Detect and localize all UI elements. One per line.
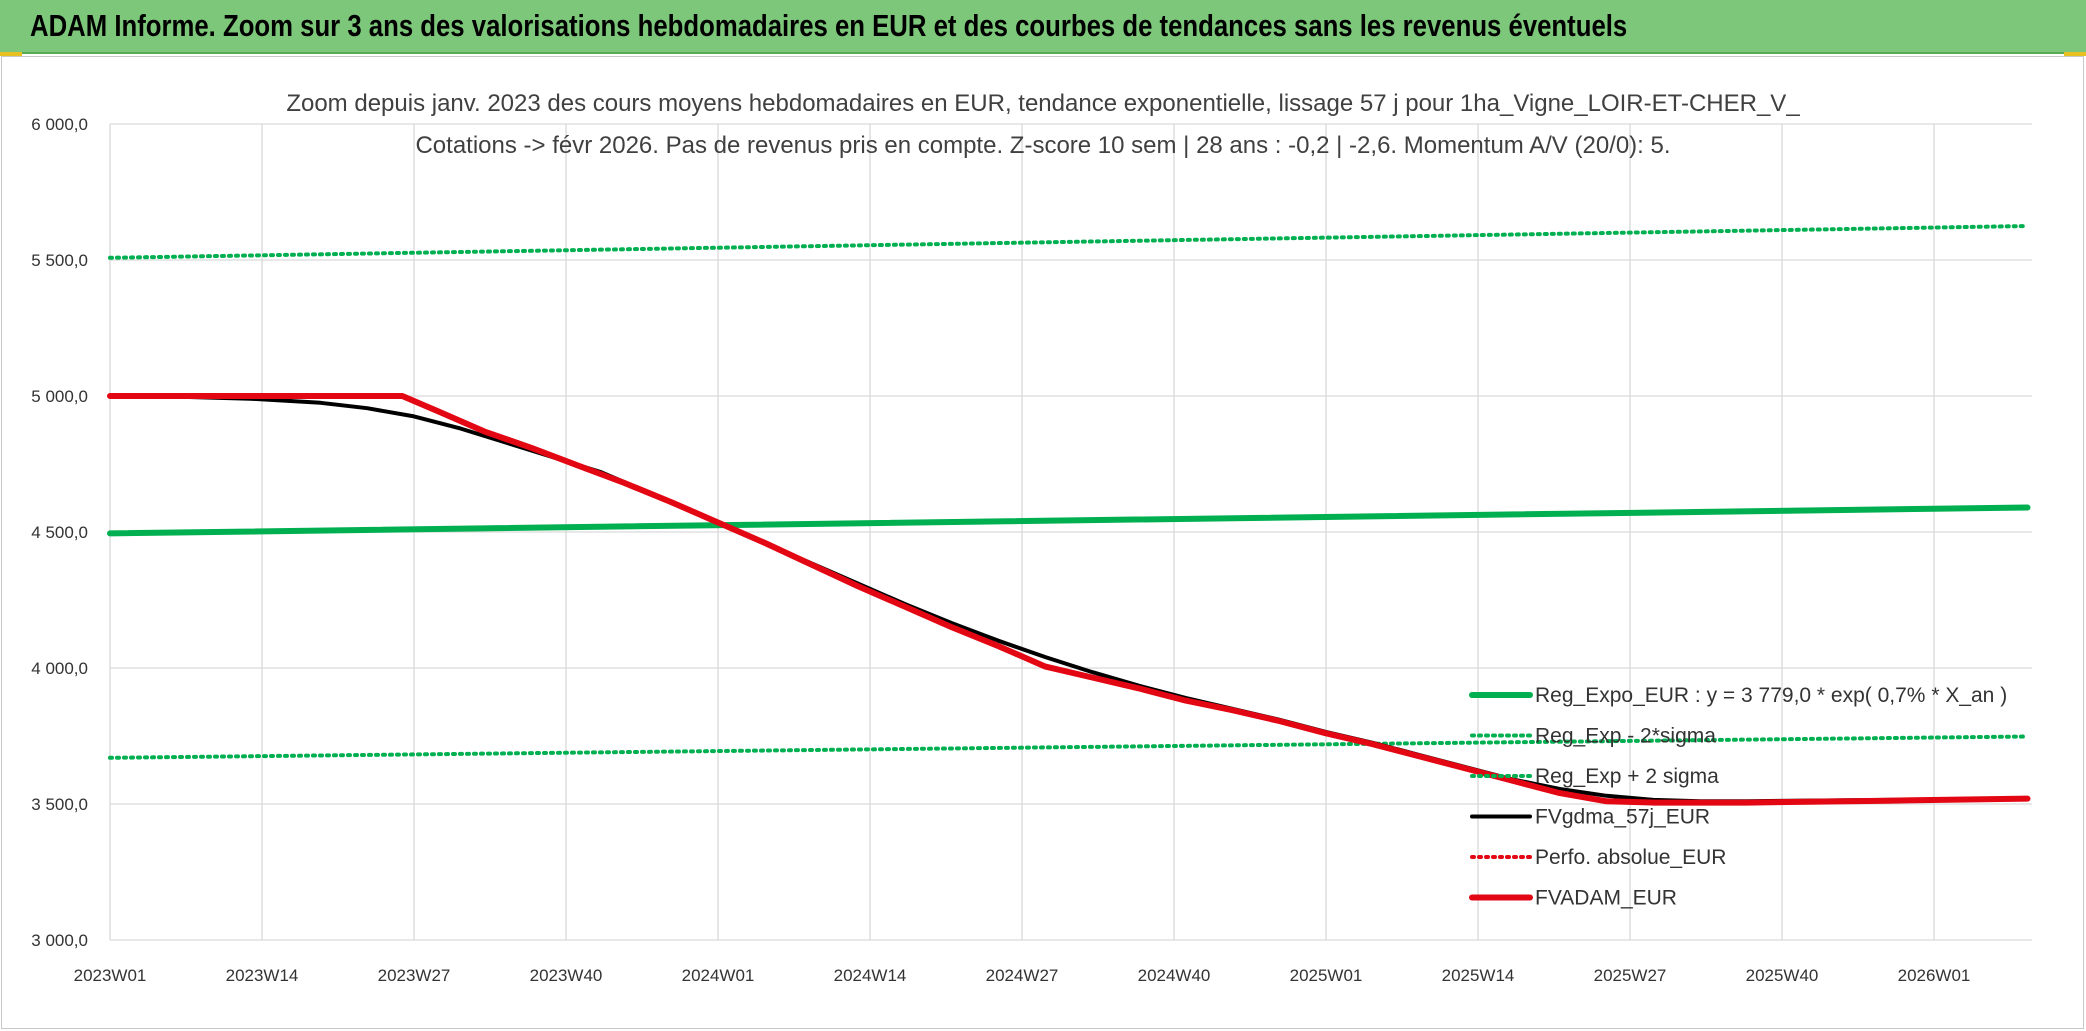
chart-frame [1,56,2084,1029]
x-tick-label: 2023W40 [530,966,603,985]
chart-title-line-2: Cotations -> févr 2026. Pas de revenus p… [415,132,1670,159]
x-tick-label: 2023W01 [74,966,147,985]
banner-accent-right [2064,52,2086,56]
legend-label-0: Reg_Expo_EUR : y = 3 779,0 * exp( 0,7% *… [1535,684,2007,707]
legend-label-2: Reg_Exp + 2 sigma [1535,765,1719,788]
x-tick-label: 2025W40 [1746,966,1819,985]
report-banner: ADAM Informe. Zoom sur 3 ans des valoris… [0,0,2086,54]
y-tick-label: 3 000,0 [31,931,88,950]
series-line-2 [108,224,2030,260]
y-tick-label: 3 500,0 [31,795,88,814]
x-tick-label: 2024W27 [986,966,1059,985]
x-tick-label: 2024W14 [834,966,907,985]
report-title: ADAM Informe. Zoom sur 3 ans des valoris… [30,8,1628,43]
x-tick-label: 2025W27 [1594,966,1667,985]
legend-label-1: Reg_Exp - 2*sigma [1535,725,1716,748]
series-line-0 [107,504,2031,537]
y-tick-label: 4 500,0 [31,523,88,542]
chart-title-line-1: Zoom depuis janv. 2023 des cours moyens … [286,90,1800,117]
x-tick-label: 2025W01 [1290,966,1363,985]
y-tick-label: 4 000,0 [31,659,88,678]
legend-label-3: FVgdma_57j_EUR [1535,806,1710,829]
series-line-1 [108,734,2030,760]
banner-accent-left [0,52,22,56]
series-line-5 [107,393,2031,806]
y-tick-label: 5 000,0 [31,387,88,406]
legend-label-5: FVADAM_EUR [1535,887,1677,910]
x-tick-label: 2023W14 [226,966,299,985]
y-tick-label: 6 000,0 [31,115,88,134]
legend: Reg_Expo_EUR : y = 3 779,0 * exp( 0,7% *… [1469,684,2007,910]
legend-label-4: Perfo. absolue_EUR [1535,846,1726,869]
x-tick-label: 2024W01 [682,966,755,985]
x-tick-label: 2024W40 [1138,966,1211,985]
series-line-3 [108,394,2030,804]
axis-labels: 3 000,0 3 500,0 4 000,0 4 500,0 5 000,0 5 500… [31,115,1970,985]
x-tick-label: 2025W14 [1442,966,1515,985]
y-tick-label: 5 500,0 [31,251,88,270]
series-layer [107,224,2031,806]
x-tick-label: 2026W01 [1898,966,1971,985]
x-tick-label: 2023W27 [378,966,451,985]
